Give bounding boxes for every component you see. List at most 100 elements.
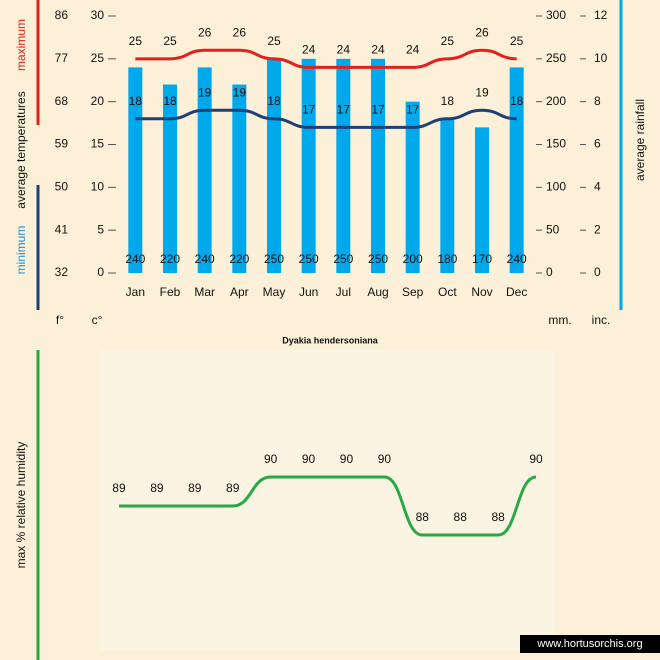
humidity-panel xyxy=(100,350,555,650)
rain-bar xyxy=(440,118,455,273)
humidity-label: 89 xyxy=(188,481,202,495)
y2-tick-label: 250 xyxy=(546,51,566,65)
y-tick-label: 10 xyxy=(91,180,105,194)
line-label: 25 xyxy=(441,34,455,48)
line-label: 18 xyxy=(267,94,281,108)
y-tick-label: 0 xyxy=(97,265,104,279)
x-tick-label: Jul xyxy=(336,285,351,299)
y3-tick-label: 10 xyxy=(594,51,608,65)
x-tick-label: Jan xyxy=(126,285,145,299)
watermark-box xyxy=(520,635,660,653)
rain-bar xyxy=(163,84,177,274)
y-tick-label: 15 xyxy=(91,137,105,151)
y3-tick-label: 2 xyxy=(594,222,601,236)
line-label: 24 xyxy=(337,43,351,57)
x-tick-label: Feb xyxy=(160,285,181,299)
humidity-label: 89 xyxy=(150,481,164,495)
x-tick-label: Jun xyxy=(299,285,318,299)
y2-tick-label: 300 xyxy=(546,8,566,22)
line-label: 25 xyxy=(163,34,177,48)
y2-tick-label: 50 xyxy=(546,222,560,236)
rain-bar xyxy=(232,84,247,274)
bar-label: 250 xyxy=(333,252,353,266)
ylabel-max: maximum xyxy=(14,19,28,71)
y2-tick-label: 200 xyxy=(546,94,566,108)
bar-label: 240 xyxy=(507,252,527,266)
rain-bar xyxy=(336,58,351,274)
humidity-label: 88 xyxy=(491,510,505,524)
yf-tick-label: 41 xyxy=(55,222,69,236)
line-label: 17 xyxy=(406,103,420,117)
unit-c: c° xyxy=(92,313,103,327)
humidity-label: 90 xyxy=(264,452,278,466)
rain-bar xyxy=(267,58,281,274)
rain-bar xyxy=(371,58,385,274)
yf-tick-label: 77 xyxy=(55,51,69,65)
bar-label: 240 xyxy=(195,252,215,266)
temp-line xyxy=(135,108,517,129)
temp-line xyxy=(135,48,517,69)
bar-label: 200 xyxy=(403,252,423,266)
line-label: 26 xyxy=(475,25,489,39)
chart-title: Dyakia hendersoniana xyxy=(282,335,379,345)
y3-tick-label: 8 xyxy=(594,94,601,108)
rain-bar xyxy=(197,67,212,274)
watermark: www.hortusorchis.org xyxy=(536,638,642,650)
y3-tick-label: 0 xyxy=(594,265,601,279)
unit-inc: inc. xyxy=(592,313,611,327)
y-tick-label: 30 xyxy=(91,8,105,22)
y-tick-label: 25 xyxy=(91,51,105,65)
unit-mm: mm. xyxy=(548,313,571,327)
line-label: 18 xyxy=(510,94,524,108)
humidity-label: 90 xyxy=(529,452,543,466)
y3-tick-label: 4 xyxy=(594,180,601,194)
bar-label: 240 xyxy=(125,252,145,266)
yf-tick-label: 86 xyxy=(55,8,69,22)
humidity-line xyxy=(118,475,537,537)
line-label: 17 xyxy=(337,103,351,117)
bar-label: 220 xyxy=(229,252,249,266)
bar-label: 170 xyxy=(472,252,492,266)
bar-label: 180 xyxy=(437,252,457,266)
y-tick-label: 20 xyxy=(91,94,105,108)
y2-tick-label: 0 xyxy=(546,265,553,279)
y2-tick-label: 100 xyxy=(546,180,566,194)
humidity-label: 89 xyxy=(226,481,240,495)
rain-bar xyxy=(405,101,420,274)
line-label: 24 xyxy=(406,43,420,57)
line-label: 19 xyxy=(475,85,489,99)
humidity-label: 90 xyxy=(378,452,392,466)
rain-bar xyxy=(475,127,489,273)
line-label: 25 xyxy=(510,34,524,48)
y-tick-label: 5 xyxy=(97,222,104,236)
humidity-label: 88 xyxy=(454,510,468,524)
x-tick-label: Oct xyxy=(438,285,457,299)
bar-label: 250 xyxy=(368,252,388,266)
line-label: 26 xyxy=(198,25,212,39)
humidity-label: 90 xyxy=(302,452,316,466)
line-label: 19 xyxy=(233,85,247,99)
line-label: 24 xyxy=(302,43,316,57)
ylabel: average temperatures xyxy=(14,91,28,208)
line-label: 18 xyxy=(163,94,177,108)
ylabel-min: minimum xyxy=(14,226,28,275)
line-label: 18 xyxy=(441,94,455,108)
yf-tick-label: 50 xyxy=(55,180,69,194)
y3-tick-label: 12 xyxy=(594,8,608,22)
line-label: 25 xyxy=(129,34,143,48)
bar-label: 220 xyxy=(160,252,180,266)
bar-label: 250 xyxy=(264,252,284,266)
humidity-label: 88 xyxy=(416,510,430,524)
line-label: 17 xyxy=(371,103,385,117)
line-label: 26 xyxy=(233,25,247,39)
unit-f: f° xyxy=(56,313,64,327)
line-label: 25 xyxy=(267,34,281,48)
humidity-label: 90 xyxy=(340,452,354,466)
y2-tick-label: 150 xyxy=(546,137,566,151)
x-tick-label: Aug xyxy=(367,285,388,299)
humidity-label: 89 xyxy=(112,481,126,495)
humidity-ylabel: max % relative humidity xyxy=(14,442,28,569)
y3-tick-label: 6 xyxy=(594,137,601,151)
x-tick-label: Mar xyxy=(194,285,215,299)
